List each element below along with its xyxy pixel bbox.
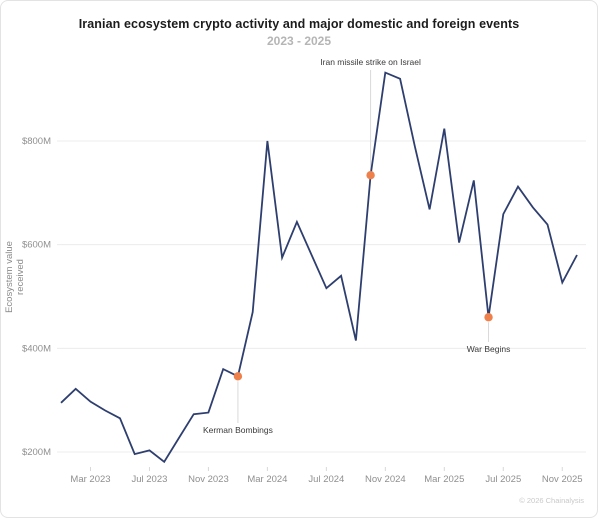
chart-title: Iranian ecosystem crypto activity and ma…: [78, 17, 520, 31]
event-marker[interactable]: [484, 313, 493, 322]
x-tick-label: Mar 2024: [247, 474, 287, 485]
event-marker[interactable]: [233, 372, 243, 381]
copyright-note: © 2026 Chainalysis: [519, 496, 584, 505]
y-tick-label: $400M: [22, 343, 51, 354]
x-tick-label: Jul 2025: [485, 474, 521, 485]
x-tick-label: Mar 2023: [70, 474, 110, 485]
event-label: Kerman Bombings: [203, 425, 273, 435]
event-label: War Begins: [467, 344, 511, 354]
x-tick-label: Nov 2023: [188, 474, 229, 485]
x-tick-label: Jul 2024: [308, 474, 344, 485]
y-tick-label: $800M: [22, 136, 51, 147]
x-tick-label: Jul 2023: [131, 474, 167, 485]
y-tick-label: $200M: [22, 447, 51, 458]
x-tick-label: Nov 2024: [365, 474, 406, 485]
x-tick-label: Nov 2025: [542, 474, 583, 485]
chart-subtitle: 2023 - 2025: [266, 34, 332, 48]
y-tick-label: $600M: [22, 240, 51, 251]
event-marker[interactable]: [366, 171, 375, 180]
event-label: Iran missile strike on Israel: [320, 57, 421, 67]
series-line: [60, 71, 578, 464]
x-tick-label: Mar 2025: [424, 474, 464, 485]
